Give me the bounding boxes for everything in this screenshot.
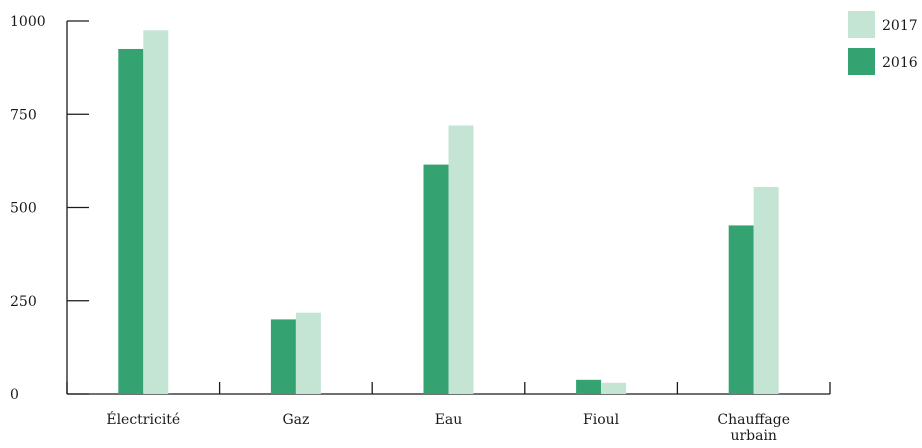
x-category-label: Eau	[435, 412, 463, 428]
y-tick-label: 500	[10, 201, 37, 217]
x-axis: Électricité Gaz Eau Fioul Chauffage urbain	[66, 382, 831, 444]
legend-swatch-2016	[848, 48, 875, 75]
bar-2017	[143, 30, 169, 394]
bar-2017	[601, 382, 627, 394]
bar-group	[118, 30, 169, 394]
y-axis: 0 250 500 750 1000	[10, 14, 89, 403]
y-tick-label: 750	[10, 107, 37, 123]
bar-group	[270, 312, 321, 394]
bar-2016	[270, 319, 296, 394]
x-category-label: Fioul	[583, 412, 620, 428]
bar-group	[728, 186, 779, 394]
bar-2016	[423, 164, 449, 394]
bar-2017	[448, 125, 474, 394]
y-tick-label: 0	[10, 387, 19, 403]
legend: 2017 2016	[848, 11, 918, 75]
bar-2016	[118, 48, 144, 394]
x-category-label: Gaz	[282, 412, 309, 428]
y-tick-label: 1000	[10, 14, 46, 30]
bar-2017	[753, 186, 779, 394]
bars	[118, 30, 779, 394]
bar-2017	[295, 312, 321, 394]
legend-label: 2017	[882, 18, 918, 34]
x-category-label: Électricité	[106, 410, 180, 428]
bar-2016	[576, 379, 602, 394]
bar-group	[423, 125, 474, 394]
x-category-label: Chauffage urbain	[717, 412, 790, 444]
legend-label: 2016	[882, 55, 918, 71]
bar-2016	[728, 225, 754, 394]
bar-group	[576, 379, 627, 394]
y-tick-label: 250	[10, 294, 37, 310]
legend-swatch-2017	[848, 11, 875, 38]
